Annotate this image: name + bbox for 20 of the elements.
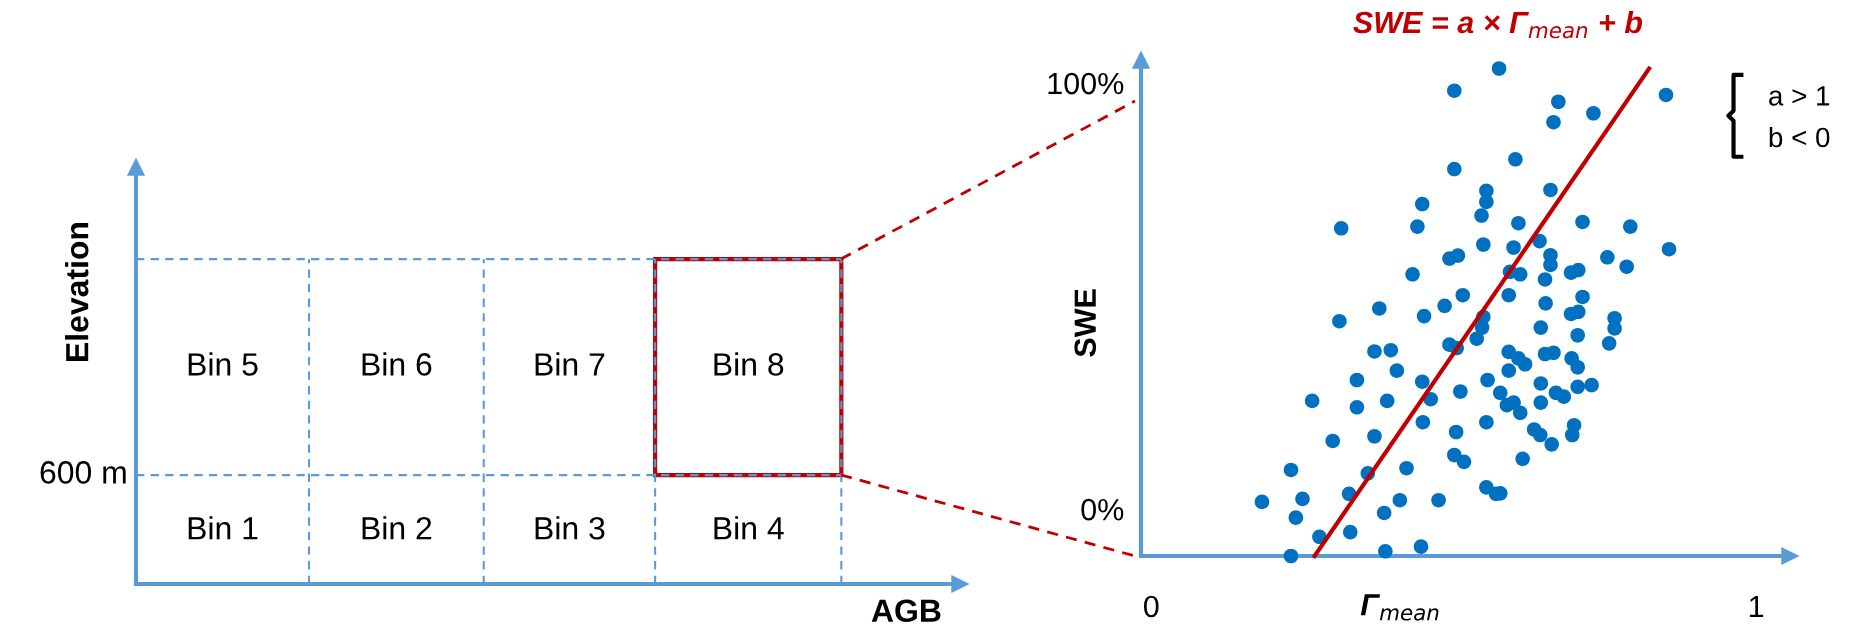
text: Bin 8 bbox=[714, 352, 784, 376]
text: 600 m bbox=[40, 461, 126, 484]
text: Bin 1 bbox=[188, 516, 258, 540]
x-tick-label: 1 bbox=[1749, 596, 1764, 618]
y-tick-label: 0% bbox=[1081, 498, 1124, 521]
y-tick-label: 100% bbox=[1048, 72, 1124, 95]
text: AGB bbox=[871, 599, 941, 623]
text: Bin 6 bbox=[362, 352, 432, 376]
text: Bin 3 bbox=[535, 516, 605, 540]
text: Elevation bbox=[65, 223, 89, 361]
chart-title: SWE = a × Γ$_{mean}$ + b bbox=[1353, 10, 1643, 39]
annotation: a > 1 bbox=[1769, 86, 1830, 106]
text: Bin 5 bbox=[188, 352, 258, 376]
text: Bin 7 bbox=[535, 352, 605, 376]
x-axis-title: Γ$_{mean}$ bbox=[1360, 594, 1439, 621]
y-axis-title: SWE bbox=[1074, 289, 1097, 357]
text: Bin 2 bbox=[362, 516, 432, 540]
x-tick-label: 0 bbox=[1143, 595, 1159, 618]
text: Bin 4 bbox=[714, 516, 784, 540]
annotation: b < 0 bbox=[1769, 126, 1830, 148]
